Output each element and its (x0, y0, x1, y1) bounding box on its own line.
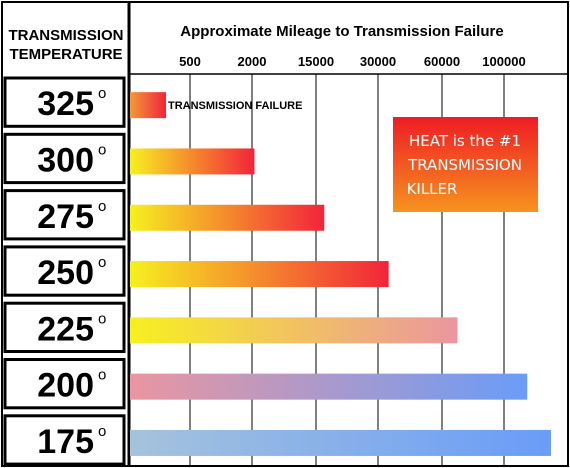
temperature-cell (3, 189, 126, 241)
callout-box: HEAT is the #1 TRANSMISSION KILLER (393, 117, 538, 212)
temperature-label: 325 (37, 85, 94, 123)
bar-225 (130, 317, 458, 344)
x-tick-labels: 500 2000 15000 30000 60000 100000 (179, 54, 526, 69)
temperature-cell (3, 414, 126, 466)
temperature-cell (3, 358, 126, 410)
bar-300 (130, 148, 255, 175)
x-tick-label: 30000 (360, 54, 396, 69)
callout-line-2: TRANSMISSION (407, 156, 522, 174)
temperature-label: 300 (37, 141, 94, 179)
bar-275 (130, 204, 325, 231)
temperature-label: 250 (37, 254, 94, 292)
degree-mark: o (98, 310, 106, 327)
callout-line-1: HEAT is the #1 (409, 132, 521, 150)
temperature-label: 175 (37, 423, 94, 461)
callout-background (393, 117, 538, 212)
degree-mark: o (98, 367, 106, 384)
degree-mark: o (98, 141, 106, 158)
temperature-label: 225 (37, 310, 94, 348)
degree-mark: o (98, 198, 106, 215)
bar-annotation: TRANSMISSION FAILURE (168, 100, 302, 112)
degree-mark: o (98, 254, 106, 271)
bar-325 (130, 92, 166, 119)
x-tick-label: 60000 (424, 54, 460, 69)
x-tick-label: 15000 (298, 54, 334, 69)
bar-200 (130, 373, 528, 400)
bar-250 (130, 261, 389, 288)
row-header-line-2: TEMPERATURE (9, 46, 122, 63)
temperature-cell (3, 301, 126, 354)
bar-175 (130, 429, 551, 456)
callout-line-3: KILLER (407, 180, 458, 198)
x-tick-label: 100000 (482, 54, 525, 69)
chart-title: Approximate Mileage to Transmission Fail… (180, 23, 503, 40)
temperature-cell (3, 132, 126, 185)
row-header-line-1: TRANSMISSION (8, 27, 123, 44)
temperature-cell (3, 76, 126, 128)
temperature-label: 200 (37, 367, 94, 405)
bars: TRANSMISSION FAILURE (130, 92, 551, 456)
degree-mark: o (98, 85, 106, 102)
temperature-label: 275 (37, 198, 94, 236)
degree-mark: o (98, 423, 106, 440)
x-tick-label: 2000 (238, 54, 267, 69)
x-tick-label: 500 (179, 54, 201, 69)
temperature-cell (3, 245, 126, 297)
